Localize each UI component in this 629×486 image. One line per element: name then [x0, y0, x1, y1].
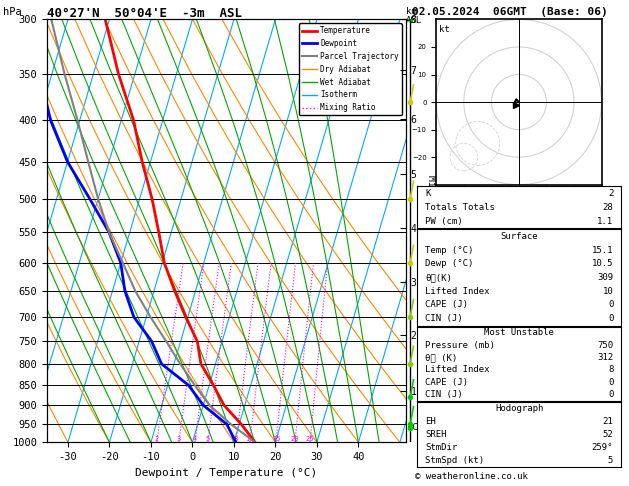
- Text: 0: 0: [608, 378, 613, 387]
- Text: kt: kt: [439, 25, 450, 34]
- Text: km
ASL: km ASL: [406, 7, 422, 25]
- Text: 15: 15: [272, 436, 280, 442]
- Text: Dewp (°C): Dewp (°C): [425, 259, 474, 268]
- Text: 8: 8: [234, 436, 238, 442]
- Text: EH: EH: [425, 417, 436, 426]
- Text: Lifted Index: Lifted Index: [425, 365, 490, 375]
- Y-axis label: Mixing Ratio (g/kg): Mixing Ratio (g/kg): [426, 175, 436, 287]
- Text: 10: 10: [603, 287, 613, 296]
- Text: 3: 3: [177, 436, 181, 442]
- Text: CAPE (J): CAPE (J): [425, 300, 468, 310]
- Text: © weatheronline.co.uk: © weatheronline.co.uk: [415, 472, 528, 481]
- Text: 10.5: 10.5: [592, 259, 613, 268]
- Text: CIN (J): CIN (J): [425, 314, 463, 323]
- Text: K: K: [425, 189, 431, 198]
- Text: 10: 10: [246, 436, 254, 442]
- Text: hPa: hPa: [3, 7, 22, 17]
- Text: 20: 20: [291, 436, 299, 442]
- Text: Temp (°C): Temp (°C): [425, 245, 474, 255]
- Text: 309: 309: [597, 273, 613, 282]
- Text: 259°: 259°: [592, 443, 613, 451]
- Text: Most Unstable: Most Unstable: [484, 328, 554, 337]
- Text: 4: 4: [193, 436, 197, 442]
- Text: 0: 0: [608, 300, 613, 310]
- Text: 28: 28: [603, 203, 613, 212]
- Text: SREH: SREH: [425, 430, 447, 439]
- Legend: Temperature, Dewpoint, Parcel Trajectory, Dry Adiabat, Wet Adiabat, Isotherm, Mi: Temperature, Dewpoint, Parcel Trajectory…: [299, 23, 402, 115]
- Text: 0: 0: [608, 390, 613, 399]
- Text: 15.1: 15.1: [592, 245, 613, 255]
- Text: StmSpd (kt): StmSpd (kt): [425, 455, 484, 465]
- Text: Totals Totals: Totals Totals: [425, 203, 495, 212]
- Text: CIN (J): CIN (J): [425, 390, 463, 399]
- Text: LCL: LCL: [406, 423, 423, 433]
- Text: 02.05.2024  06GMT  (Base: 06): 02.05.2024 06GMT (Base: 06): [412, 7, 608, 17]
- Text: Lifted Index: Lifted Index: [425, 287, 490, 296]
- Text: θᴇ (K): θᴇ (K): [425, 353, 457, 362]
- Text: Hodograph: Hodograph: [495, 404, 543, 413]
- X-axis label: Dewpoint / Temperature (°C): Dewpoint / Temperature (°C): [135, 468, 318, 478]
- Text: 8: 8: [608, 365, 613, 375]
- Text: CAPE (J): CAPE (J): [425, 378, 468, 387]
- Text: 0: 0: [608, 314, 613, 323]
- Text: 40°27'N  50°04'E  -3m  ASL: 40°27'N 50°04'E -3m ASL: [47, 7, 242, 20]
- Text: 5: 5: [206, 436, 210, 442]
- Text: StmDir: StmDir: [425, 443, 457, 451]
- Text: 21: 21: [603, 417, 613, 426]
- Text: PW (cm): PW (cm): [425, 217, 463, 226]
- Text: 1.1: 1.1: [597, 217, 613, 226]
- Text: 312: 312: [597, 353, 613, 362]
- Text: 5: 5: [608, 455, 613, 465]
- Text: 750: 750: [597, 341, 613, 350]
- Text: 2: 2: [608, 189, 613, 198]
- Text: Pressure (mb): Pressure (mb): [425, 341, 495, 350]
- Text: θᴇ(K): θᴇ(K): [425, 273, 452, 282]
- Text: 52: 52: [603, 430, 613, 439]
- Text: 25: 25: [306, 436, 314, 442]
- Text: 2: 2: [155, 436, 159, 442]
- Text: Surface: Surface: [501, 232, 538, 241]
